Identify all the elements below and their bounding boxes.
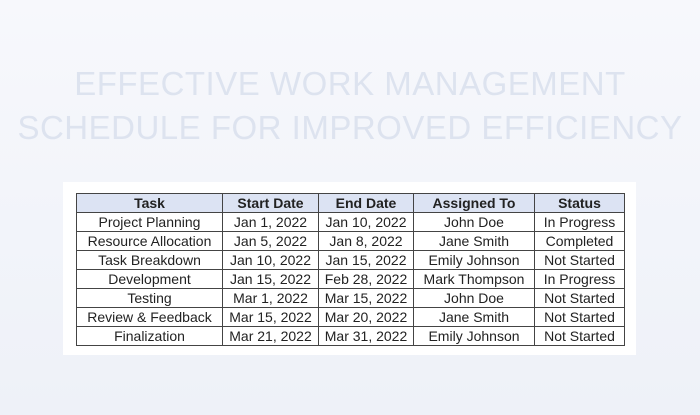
table-cell: Feb 28, 2022 xyxy=(318,269,414,289)
table-cell: Jane Smith xyxy=(413,307,535,327)
table-cell: Mar 15, 2022 xyxy=(318,288,414,308)
table-row: Task Breakdown Jan 10, 2022 Jan 15, 2022 Em… xyxy=(76,250,625,270)
table-cell: Mar 20, 2022 xyxy=(318,307,414,327)
table-cell: Jane Smith xyxy=(413,231,535,251)
table-cell: Not Started xyxy=(534,250,625,270)
table-cell: Mark Thompson xyxy=(413,269,535,289)
column-header: Task xyxy=(76,193,223,213)
table-cell: Jan 15, 2022 xyxy=(318,250,414,270)
table-row: Review & Feedback Mar 15, 2022 Mar 20, 202… xyxy=(76,307,625,327)
table-cell: In Progress xyxy=(534,212,625,232)
table-cell: Jan 10, 2022 xyxy=(222,250,319,270)
table-row: Project Planning Jan 1, 2022 Jan 10, 2022 J… xyxy=(76,212,625,232)
table-cell: Mar 21, 2022 xyxy=(222,326,319,346)
page-title: EFFECTIVE WORK MANAGEMENT SCHEDULE FOR IM… xyxy=(0,62,700,150)
table-cell: Emily Johnson xyxy=(413,326,535,346)
table-cell: Project Planning xyxy=(76,212,223,232)
table-cell: Not Started xyxy=(534,326,625,346)
title-line-1: EFFECTIVE WORK MANAGEMENT xyxy=(74,65,626,102)
table-cell: Jan 5, 2022 xyxy=(222,231,319,251)
table-cell: Jan 1, 2022 xyxy=(222,212,319,232)
column-header: End Date xyxy=(318,193,414,213)
table-cell: Emily Johnson xyxy=(413,250,535,270)
table-cell: Task Breakdown xyxy=(76,250,223,270)
header-row: Task Start Date End Date Assigned To Status xyxy=(76,193,625,213)
table-cell: Not Started xyxy=(534,307,625,327)
table-cell: In Progress xyxy=(534,269,625,289)
table-cell: Not Started xyxy=(534,288,625,308)
table-row: Development Jan 15, 2022 Feb 28, 2022 Mark … xyxy=(76,269,625,289)
title-line-2: SCHEDULE FOR IMPROVED EFFICIENCY xyxy=(17,109,683,146)
table-cell: Jan 10, 2022 xyxy=(318,212,414,232)
table-row: Resource Allocation Jan 5, 2022 Jan 8, 202… xyxy=(76,231,625,251)
table-cell: Finalization xyxy=(76,326,223,346)
table-row: Finalization Mar 21, 2022 Mar 31, 2022 Emil… xyxy=(76,326,625,346)
table-cell: Testing xyxy=(76,288,223,308)
table-cell: Development xyxy=(76,269,223,289)
table-card: Task Start Date End Date Assigned To Status … xyxy=(63,182,636,355)
table-cell: Mar 15, 2022 xyxy=(222,307,319,327)
table-cell: Jan 15, 2022 xyxy=(222,269,319,289)
table-cell: Completed xyxy=(534,231,625,251)
table-cell: John Doe xyxy=(413,212,535,232)
table-cell: John Doe xyxy=(413,288,535,308)
schedule-table: Task Start Date End Date Assigned To Status … xyxy=(76,193,625,346)
table-cell: Resource Allocation xyxy=(76,231,223,251)
column-header: Assigned To xyxy=(413,193,535,213)
table-cell: Jan 8, 2022 xyxy=(318,231,414,251)
table-cell: Mar 31, 2022 xyxy=(318,326,414,346)
table-cell: Review & Feedback xyxy=(76,307,223,327)
column-header: Start Date xyxy=(222,193,319,213)
column-header: Status xyxy=(534,193,625,213)
table-row: Testing Mar 1, 2022 Mar 15, 2022 John Doe No… xyxy=(76,288,625,308)
table-cell: Mar 1, 2022 xyxy=(222,288,319,308)
